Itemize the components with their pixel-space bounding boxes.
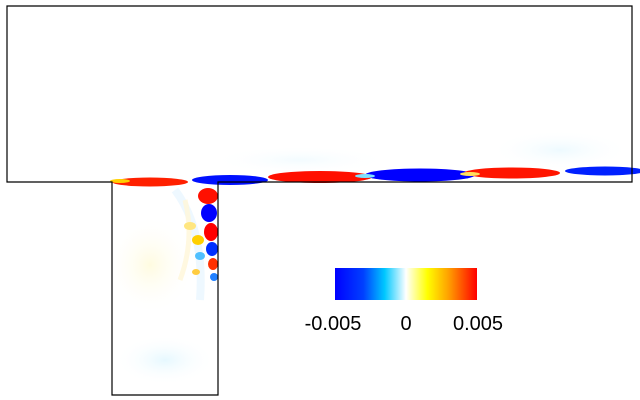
shear-layer-structures bbox=[110, 166, 640, 187]
colorbar-tick-min: -0.005 bbox=[305, 313, 362, 335]
domain-outline bbox=[6, 5, 633, 396]
colorbar-tick-mid: 0 bbox=[400, 313, 411, 335]
colorbar-tick-max: 0.005 bbox=[453, 313, 503, 335]
cavity-wall-structures bbox=[184, 188, 218, 281]
main-channel bbox=[7, 6, 632, 182]
colorbar-gradient bbox=[335, 268, 477, 300]
colorbar: -0.005 0 0.005 bbox=[305, 268, 503, 335]
cavity bbox=[105, 182, 218, 395]
